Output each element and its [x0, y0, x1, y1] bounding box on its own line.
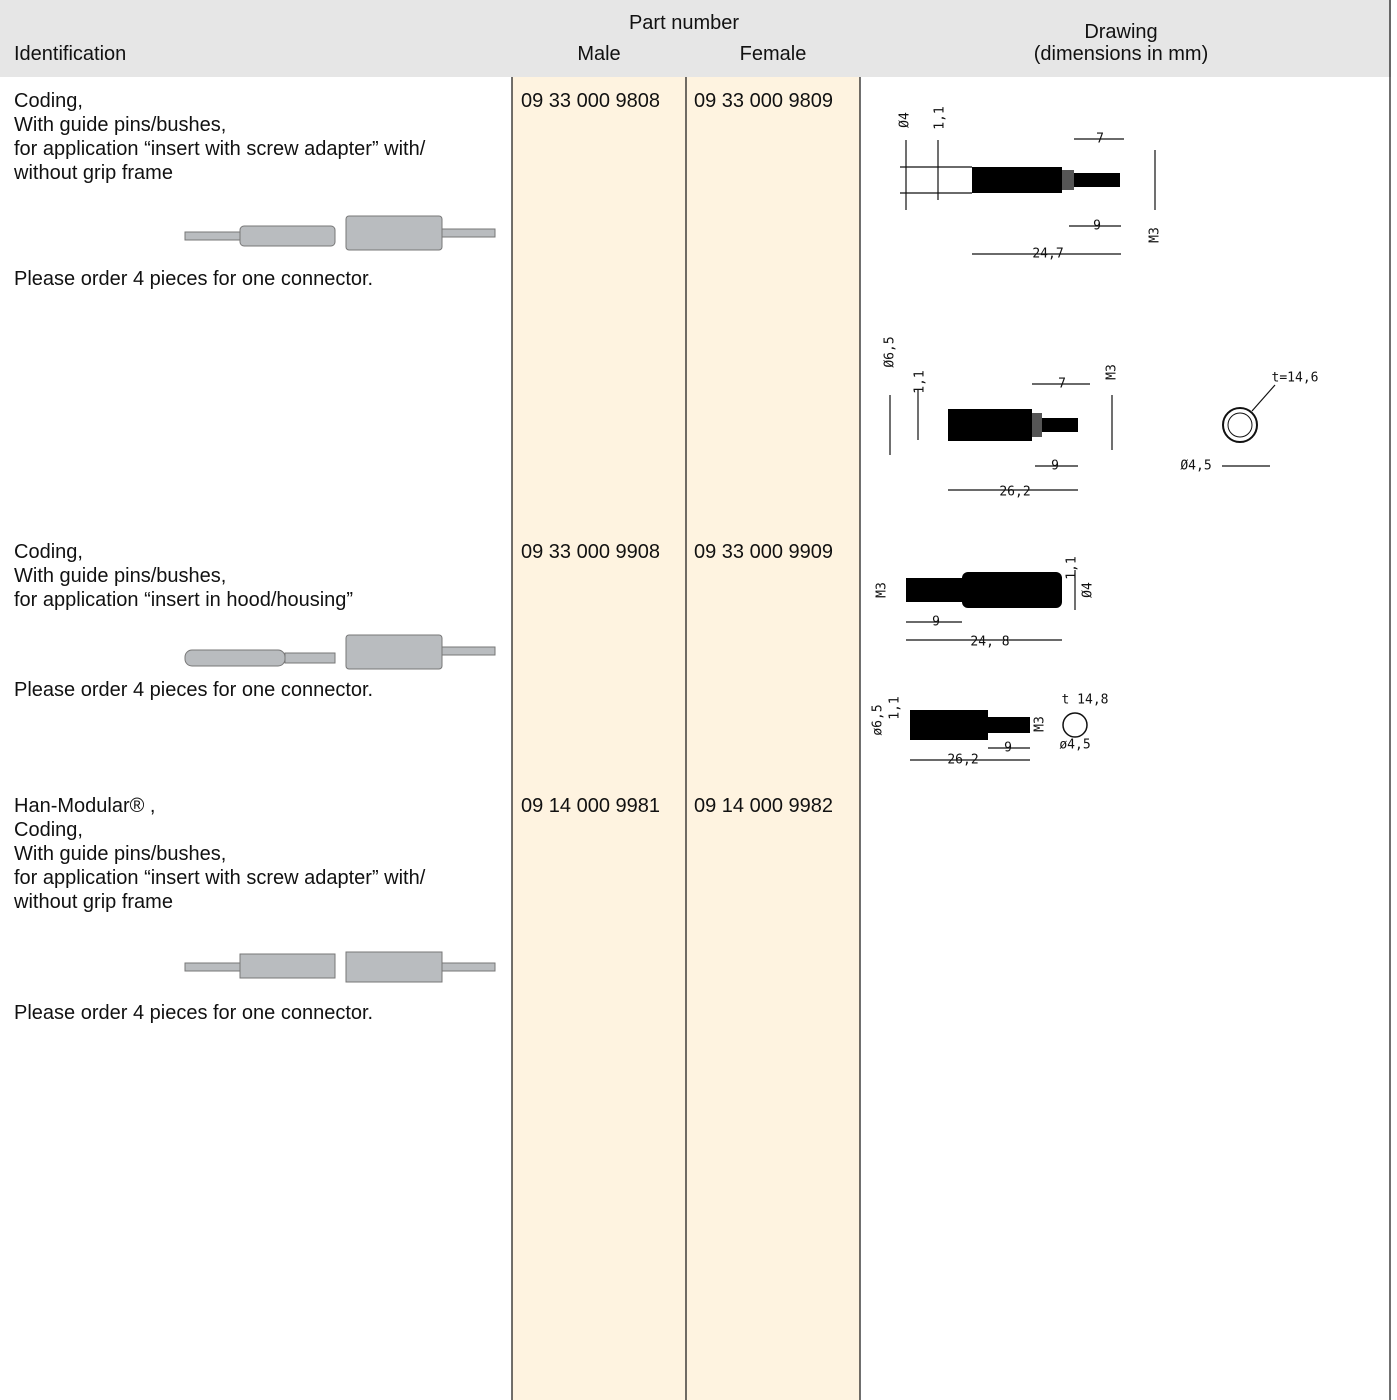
identification-line: With guide pins/bushes, [14, 843, 227, 865]
identification-line: With guide pins/bushes, [14, 114, 227, 136]
header-drawing: Drawing [1084, 21, 1158, 43]
header-female: Female [739, 43, 807, 65]
dimension-label: 26,2 [947, 753, 978, 768]
identification-line: for application “insert in hood/housing” [14, 589, 354, 611]
identification-line: without grip frame [14, 162, 173, 184]
note: Please order 4 pieces for one connector. [14, 1002, 374, 1024]
dimension-label: ø6,5 [871, 704, 886, 735]
dimension-label: 7 [1058, 377, 1066, 392]
male-part-number: 09 33 000 9808 [521, 90, 661, 112]
identification-line: for application “insert with screw adapt… [14, 138, 426, 160]
dimension-label: 9 [1051, 459, 1059, 474]
dimension-label: Ø4 [898, 112, 913, 128]
dimension-label: t=14,6 [1272, 371, 1319, 386]
identification-line: Coding, [14, 541, 83, 563]
dimension-label: M3 [875, 582, 890, 598]
dimension-label: M3 [1033, 716, 1048, 732]
note: Please order 4 pieces for one connector. [14, 679, 374, 701]
dimension-label: 7 [1096, 132, 1104, 147]
identification-line: With guide pins/bushes, [14, 565, 227, 587]
dimension-label: Ø4,5 [1180, 459, 1211, 474]
dimension-label: t 14,8 [1062, 693, 1109, 708]
dimension-label: 9 [932, 615, 940, 630]
dimension-label: Ø6,5 [883, 336, 898, 367]
dimension-label: 1,1 [1065, 556, 1080, 579]
dimension-label: M3 [1105, 364, 1120, 380]
header-identification: Identification [14, 43, 127, 65]
identification-line: for application “insert with screw adapt… [14, 867, 426, 889]
identification-line: Coding, [14, 90, 83, 112]
dimension-label: 24,7 [1032, 247, 1063, 262]
dimension-label: 24, 8 [970, 635, 1009, 650]
dimension-label: Ø4 [1081, 582, 1096, 598]
identification-line: Coding, [14, 819, 83, 841]
note: Please order 4 pieces for one connector. [14, 268, 374, 290]
male-part-number: 09 33 000 9908 [521, 541, 661, 563]
female-part-number: 09 14 000 9982 [694, 795, 834, 817]
male-part-number: 09 14 000 9981 [521, 795, 661, 817]
dimension-label: 1,1 [888, 696, 903, 719]
female-part-number: 09 33 000 9809 [694, 90, 834, 112]
dimension-label: 1,1 [933, 106, 948, 129]
header-drawing-units: (dimensions in mm) [1033, 43, 1209, 65]
female-part-number: 09 33 000 9909 [694, 541, 834, 563]
identification-line: without grip frame [14, 891, 173, 913]
dimension-label: 9 [1004, 741, 1012, 756]
dimension-label: 26,2 [999, 485, 1030, 500]
identification-line: Han-Modular® , [14, 795, 156, 817]
dimension-label: 9 [1093, 219, 1101, 234]
dimension-label: 1,1 [913, 370, 928, 393]
dimension-label: ø4,5 [1059, 738, 1090, 753]
dimension-label: M3 [1148, 227, 1163, 243]
header-part-number: Part number [628, 12, 740, 34]
header-male: Male [577, 43, 621, 65]
